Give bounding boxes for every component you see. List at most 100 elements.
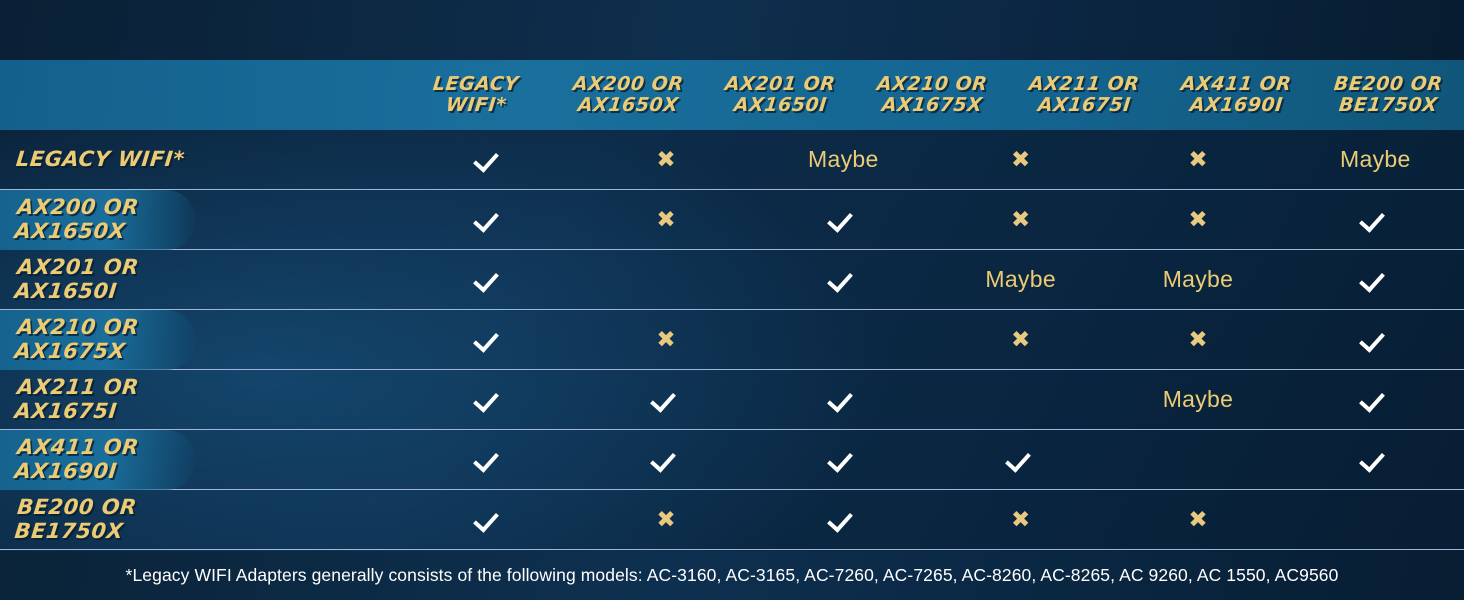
cross-icon: ✖ <box>656 146 676 173</box>
row-header-ax411-ax1690i: AX411 OR AX1690I <box>0 429 400 490</box>
cell-ax210-ax1675x--ax411-ax1690i: ✖ <box>1109 310 1286 370</box>
cell-ax200-ax1650x--be200-be1750x <box>1287 190 1464 250</box>
cross-icon: ✖ <box>656 326 676 353</box>
check-icon <box>830 507 856 533</box>
empty-cell <box>1197 459 1198 460</box>
table-row: AX211 OR AX1675I Maybe <box>0 370 1464 430</box>
cell-ax211-ax1675i--ax201-ax1650i <box>577 370 754 430</box>
cross-icon: ✖ <box>1011 206 1031 233</box>
column-header-line1: AX211 OR <box>1027 73 1141 96</box>
column-header-line2: AX1690I <box>1188 94 1284 116</box>
row-header-label: AX200 OR AX1650X <box>13 194 141 243</box>
cross-icon: ✖ <box>1011 146 1031 173</box>
header-column-cells: LEGACY WIFI* AX200 OR AX1650X AX201 OR A… <box>400 60 1464 130</box>
table-header-row: LEGACY WIFI* AX200 OR AX1650X AX201 OR A… <box>0 60 1464 130</box>
cell-ax200-ax1650x--ax201-ax1650i: ✖ <box>577 190 754 250</box>
column-header-line2: WIFI* <box>444 94 508 116</box>
check-icon <box>653 387 679 413</box>
check-icon <box>476 387 502 413</box>
check-icon <box>1362 387 1388 413</box>
row-header-label: AX201 OR AX1650I <box>13 254 141 303</box>
cell-ax200-ax1650x--ax211-ax1675i: ✖ <box>932 190 1109 250</box>
row-cells: ✖ ✖ ✖ <box>400 310 1464 370</box>
maybe-label: Maybe <box>808 146 879 172</box>
cross-icon: ✖ <box>1188 326 1208 353</box>
table-row: AX200 OR AX1650X ✖ ✖ ✖ <box>0 189 1464 250</box>
cell-ax411-ax1690i--ax200-ax1650x <box>400 430 577 490</box>
cell-legacy-wifi--be200-be1750x: Maybe <box>1287 130 1464 190</box>
cross-icon: ✖ <box>1188 506 1208 533</box>
check-icon <box>1362 267 1388 293</box>
cell-be200-be1750x--ax210-ax1675x <box>755 490 932 550</box>
check-icon <box>476 507 502 533</box>
cell-ax411-ax1690i--be200-be1750x <box>1287 430 1464 490</box>
cell-be200-be1750x--ax200-ax1650x <box>400 490 577 550</box>
column-header-line1: AX200 OR <box>571 73 685 96</box>
cell-ax211-ax1675i--ax411-ax1690i: Maybe <box>1109 370 1286 430</box>
cell-ax200-ax1650x--ax411-ax1690i: ✖ <box>1109 190 1286 250</box>
column-header-ax200-ax1650x: AX200 OR AX1650X <box>552 60 704 130</box>
table-body: LEGACY WIFI* ✖ Maybe ✖ ✖ Maybe AX200 OR AX1650… <box>0 130 1464 550</box>
column-header-line2: AX1650I <box>732 94 828 116</box>
cell-ax200-ax1650x--ax210-ax1675x <box>755 190 932 250</box>
header-corner-cell <box>0 60 400 130</box>
column-header-line1: BE200 OR <box>1332 73 1444 96</box>
empty-cell <box>1375 519 1376 520</box>
cell-be200-be1750x--ax411-ax1690i: ✖ <box>1109 490 1286 550</box>
row-header-be200-be1750x: BE200 OR BE1750X <box>0 490 400 550</box>
cell-ax411-ax1690i--ax210-ax1675x <box>755 430 932 490</box>
row-header-ax201-ax1650i: AX201 OR AX1650I <box>0 250 400 310</box>
check-icon <box>476 327 502 353</box>
cell-legacy-wifi--ax211-ax1675i: ✖ <box>932 130 1109 190</box>
row-cells: ✖ Maybe ✖ ✖ Maybe <box>400 130 1464 190</box>
column-header-line1: AX411 OR <box>1179 73 1293 96</box>
row-header-ax210-ax1675x: AX210 OR AX1675X <box>0 309 400 370</box>
check-icon <box>830 387 856 413</box>
cell-legacy-wifi--ax200-ax1650x <box>400 130 577 190</box>
cell-ax211-ax1675i--be200-be1750x <box>1287 370 1464 430</box>
cell-ax210-ax1675x--ax211-ax1675i: ✖ <box>932 310 1109 370</box>
column-header-ax201-ax1650i: AX201 OR AX1650I <box>704 60 856 130</box>
check-icon <box>830 267 856 293</box>
cell-ax210-ax1675x--ax210-ax1675x <box>755 310 932 370</box>
row-header-label: AX211 OR AX1675I <box>13 374 141 423</box>
check-icon <box>1008 447 1034 473</box>
cross-icon: ✖ <box>1188 206 1208 233</box>
table-row: AX201 OR AX1650I Maybe Maybe <box>0 250 1464 310</box>
cell-ax211-ax1675i--ax211-ax1675i <box>932 370 1109 430</box>
row-cells: ✖ ✖ ✖ <box>400 190 1464 250</box>
row-cells: ✖ ✖ ✖ <box>400 490 1464 550</box>
check-icon <box>1362 207 1388 233</box>
row-header-label: BE200 OR BE1750X <box>13 494 139 543</box>
check-icon <box>1362 447 1388 473</box>
cross-icon: ✖ <box>1011 326 1031 353</box>
cell-ax211-ax1675i--ax200-ax1650x <box>400 370 577 430</box>
maybe-label: Maybe <box>985 266 1056 292</box>
empty-cell <box>843 339 844 340</box>
table-row: BE200 OR BE1750X ✖ ✖ ✖ <box>0 490 1464 550</box>
row-cells: Maybe Maybe <box>400 250 1464 310</box>
cell-legacy-wifi--ax201-ax1650i: ✖ <box>577 130 754 190</box>
check-icon <box>476 207 502 233</box>
cell-ax210-ax1675x--ax201-ax1650i: ✖ <box>577 310 754 370</box>
cell-be200-be1750x--be200-be1750x <box>1287 490 1464 550</box>
cell-ax201-ax1650i--ax200-ax1650x <box>400 250 577 310</box>
check-icon <box>830 447 856 473</box>
cell-ax411-ax1690i--ax201-ax1650i <box>577 430 754 490</box>
row-header-label: LEGACY WIFI* <box>14 146 186 171</box>
check-icon <box>476 147 502 173</box>
row-header-legacy-wifi: LEGACY WIFI* <box>0 130 400 190</box>
check-icon <box>830 207 856 233</box>
check-icon <box>476 447 502 473</box>
cross-icon: ✖ <box>1011 506 1031 533</box>
column-header-line2: AX1675I <box>1036 94 1132 116</box>
maybe-label: Maybe <box>1162 386 1234 412</box>
maybe-label: Maybe <box>1162 266 1234 292</box>
cross-icon: ✖ <box>656 206 676 233</box>
check-icon <box>653 447 679 473</box>
table-row: LEGACY WIFI* ✖ Maybe ✖ ✖ Maybe <box>0 130 1464 190</box>
cell-ax411-ax1690i--ax211-ax1675i <box>932 430 1109 490</box>
column-header-be200-be1750x: BE200 OR BE1750X <box>1312 60 1464 130</box>
empty-cell <box>665 279 666 280</box>
row-header-label: AX210 OR AX1675X <box>13 314 141 363</box>
